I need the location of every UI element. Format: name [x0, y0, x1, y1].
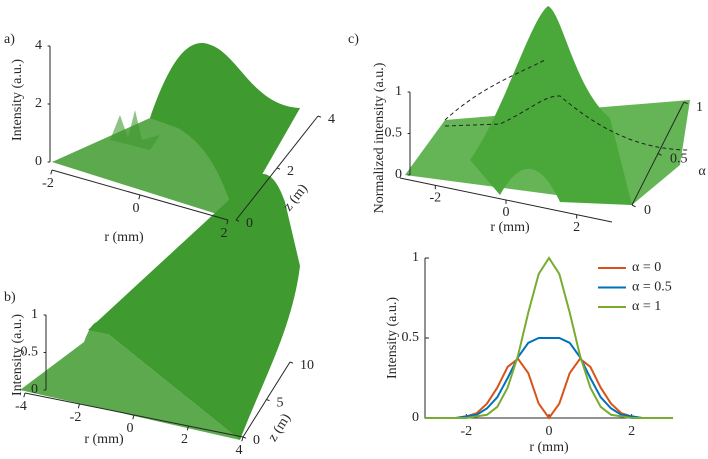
- y-tick-label: 1: [696, 100, 703, 115]
- y-tick-label: 0: [246, 216, 253, 231]
- tick-mark: [138, 194, 141, 200]
- x-tick-label: -4: [15, 399, 27, 414]
- tick-mark: [23, 392, 26, 398]
- x-tick-label: 2: [573, 220, 580, 235]
- z-axis-title: Normalized intensity (a.u.): [372, 62, 387, 213]
- x-tick-label: 0: [546, 424, 553, 439]
- panel-label: a): [4, 32, 15, 47]
- y-tick-label: 0: [253, 433, 260, 448]
- tick-mark: [266, 399, 270, 402]
- x-tick-label: 4: [236, 443, 243, 458]
- z-tick-label: 2: [35, 96, 42, 111]
- y-axis-title: z (m): [265, 411, 294, 445]
- tick-mark: [50, 169, 53, 175]
- y-tick-label: 1: [412, 250, 419, 265]
- panel-label: c): [348, 32, 359, 47]
- z-tick-label: 1: [395, 84, 402, 99]
- x-tick-label: -2: [70, 410, 82, 425]
- series-line: [425, 256, 673, 419]
- x-tick-label: -2: [42, 176, 54, 191]
- x-tick-label: 0: [127, 421, 134, 436]
- y-tick-label: 2: [287, 164, 294, 179]
- tick-mark: [683, 101, 688, 105]
- tick-mark: [289, 361, 294, 364]
- tick-mark: [241, 436, 244, 442]
- series-line: [425, 357, 673, 420]
- legend-label: α = 0.5: [632, 280, 672, 295]
- tick-mark: [276, 167, 281, 170]
- x-tick-label: -2: [429, 191, 441, 206]
- z-tick-label: 1: [31, 307, 38, 322]
- tick-mark: [132, 414, 135, 420]
- y-tick-label: 5: [277, 396, 284, 411]
- tick-mark: [317, 115, 322, 118]
- surface-c: [405, 6, 691, 205]
- y-axis-title: z (m): [281, 181, 311, 214]
- y-tick-label: 0.5: [402, 330, 420, 345]
- tick-mark: [235, 219, 240, 222]
- tick-mark: [186, 425, 189, 431]
- panel-label: b): [4, 290, 16, 305]
- tick-mark: [242, 436, 247, 439]
- x-axis-title: r (mm): [490, 220, 530, 235]
- y-tick-label: 0: [644, 203, 651, 218]
- y-axis-title: Intensity (a.u.): [385, 297, 400, 379]
- x-tick-label: 0: [133, 201, 140, 216]
- tick-mark: [631, 204, 636, 208]
- x-tick-label: 2: [221, 226, 228, 241]
- z-tick-label: 0.5: [385, 126, 403, 141]
- z-tick-label: 4: [35, 38, 42, 53]
- z-tick-label: 0.5: [21, 345, 39, 360]
- tick-mark: [77, 403, 80, 409]
- z-axis-title: Intensity (a.u.): [10, 59, 25, 141]
- x-axis-title: r (mm): [529, 440, 569, 455]
- x-tick-label: 2: [628, 424, 635, 439]
- y-tick-label: 10: [300, 358, 314, 373]
- x-tick-label: 2: [181, 432, 188, 447]
- y-axis-title: α: [698, 164, 706, 179]
- y-tick-label: 0.5: [670, 152, 688, 167]
- z-tick-label: 0: [31, 382, 38, 397]
- tick-mark: [226, 219, 229, 225]
- surface-b: [20, 173, 300, 440]
- legend-label: α = 0: [632, 260, 661, 275]
- x-tick-label: -2: [460, 424, 472, 439]
- z-tick-label: 0: [35, 154, 42, 169]
- y-tick-label: 4: [328, 112, 335, 127]
- x-axis-title: r (mm): [84, 432, 124, 447]
- series-line: [425, 337, 673, 419]
- legend-label: α = 1: [632, 299, 661, 314]
- z-tick-label: 0: [395, 167, 402, 182]
- x-axis-title: r (mm): [104, 230, 144, 245]
- tick-mark: [657, 153, 662, 156]
- z-axis-title: Intensity (a.u.): [10, 314, 25, 396]
- x-tick-label: 0: [503, 205, 510, 220]
- y-tick-label: 0: [412, 410, 419, 425]
